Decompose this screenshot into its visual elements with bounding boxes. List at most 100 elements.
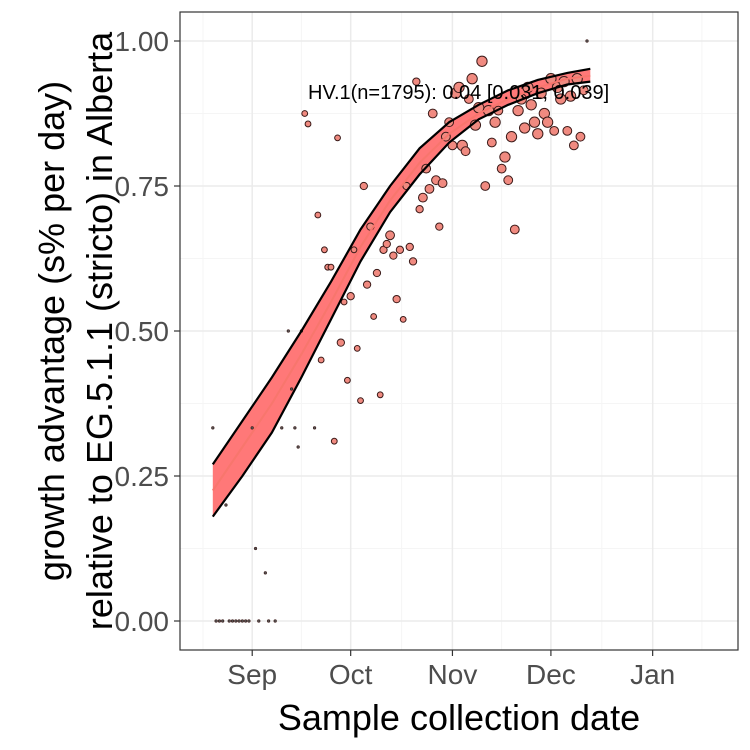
data-point bbox=[549, 125, 560, 136]
data-point bbox=[353, 345, 361, 352]
data-point bbox=[217, 619, 221, 623]
data-point bbox=[499, 151, 511, 163]
x-tick-label: Sep bbox=[227, 659, 277, 690]
data-point bbox=[257, 619, 261, 623]
data-point bbox=[399, 316, 407, 323]
x-axis-ticks: Sep Oct Nov Dec Jan bbox=[227, 650, 675, 690]
data-point bbox=[509, 224, 520, 235]
data-point bbox=[395, 245, 405, 254]
data-point bbox=[415, 205, 424, 214]
data-point bbox=[453, 81, 465, 94]
data-point bbox=[263, 571, 267, 575]
data-point bbox=[340, 298, 348, 306]
y-tick-label: 0.25 bbox=[115, 461, 170, 492]
data-point bbox=[314, 211, 322, 219]
data-point bbox=[224, 503, 228, 507]
data-point bbox=[301, 110, 309, 117]
data-point bbox=[525, 99, 537, 111]
data-point bbox=[486, 137, 497, 148]
data-point bbox=[575, 131, 586, 142]
data-point bbox=[321, 246, 328, 254]
data-point bbox=[293, 426, 297, 430]
data-point bbox=[476, 55, 488, 67]
data-point bbox=[280, 426, 284, 430]
data-point bbox=[427, 108, 438, 119]
data-point bbox=[562, 125, 573, 136]
data-point bbox=[362, 280, 372, 289]
data-point bbox=[417, 192, 428, 203]
y-tick-label: 0.75 bbox=[115, 171, 170, 202]
data-point bbox=[327, 263, 335, 271]
data-point bbox=[424, 184, 435, 194]
data-point bbox=[211, 426, 215, 430]
x-tick-label: Oct bbox=[329, 659, 373, 690]
data-point bbox=[296, 445, 300, 449]
data-point bbox=[317, 356, 325, 364]
data-point bbox=[460, 146, 471, 157]
data-point bbox=[330, 437, 338, 445]
data-point bbox=[541, 116, 554, 128]
data-point bbox=[237, 619, 241, 623]
x-tick-label: Jan bbox=[630, 659, 675, 690]
y-axis-title: growth advantage (s% per day) relative t… bbox=[31, 31, 120, 630]
x-axis-title: Sample collection date bbox=[278, 697, 640, 738]
ribbon-upper-border bbox=[211, 67, 591, 466]
data-point bbox=[466, 73, 478, 85]
data-point bbox=[253, 546, 258, 551]
data-point bbox=[564, 90, 577, 102]
data-point bbox=[221, 619, 225, 623]
data-point bbox=[234, 619, 238, 623]
data-point bbox=[214, 619, 218, 623]
data-point bbox=[304, 120, 312, 128]
data-point bbox=[528, 116, 541, 128]
data-point bbox=[585, 39, 589, 43]
data-point bbox=[240, 619, 244, 623]
data-point bbox=[273, 619, 277, 623]
data-point bbox=[286, 329, 290, 333]
data-point bbox=[480, 181, 491, 191]
data-point bbox=[376, 391, 384, 399]
y-tick-label: 0.00 bbox=[115, 606, 170, 637]
data-point bbox=[357, 397, 364, 405]
data-point bbox=[250, 426, 254, 430]
data-point bbox=[496, 163, 507, 174]
data-point bbox=[512, 104, 524, 117]
data-point bbox=[408, 257, 418, 266]
data-point bbox=[382, 239, 391, 249]
data-point bbox=[505, 131, 518, 143]
data-point bbox=[489, 116, 501, 128]
data-point bbox=[392, 294, 401, 304]
x-tick-label: Dec bbox=[526, 659, 576, 690]
y-tick-label: 0.50 bbox=[115, 316, 170, 347]
data-point bbox=[290, 387, 294, 391]
data-point bbox=[359, 181, 368, 191]
data-point bbox=[568, 140, 579, 151]
data-point bbox=[344, 376, 351, 384]
ribbon-lower-border bbox=[211, 80, 591, 518]
data-point bbox=[230, 619, 235, 623]
data-point bbox=[437, 178, 448, 189]
data-points bbox=[211, 39, 589, 623]
y-tick-label: 1.00 bbox=[115, 26, 170, 57]
data-point bbox=[312, 426, 317, 430]
data-point bbox=[336, 338, 345, 347]
data-point bbox=[578, 85, 589, 96]
y-axis-title-line1: growth advantage (s% per day) bbox=[31, 81, 72, 581]
data-point bbox=[244, 619, 248, 623]
data-point bbox=[385, 230, 395, 241]
y-axis-ticks: 0.00 0.25 0.50 0.75 1.00 bbox=[115, 26, 180, 637]
data-point bbox=[412, 77, 421, 86]
data-point bbox=[405, 242, 414, 252]
data-point bbox=[370, 313, 378, 320]
data-point bbox=[372, 268, 382, 278]
data-point bbox=[532, 128, 544, 140]
data-point bbox=[346, 292, 355, 301]
data-point bbox=[435, 222, 444, 231]
grid-lines bbox=[180, 12, 738, 650]
data-point bbox=[350, 246, 358, 254]
data-point bbox=[334, 134, 341, 142]
data-point bbox=[463, 94, 474, 104]
data-point bbox=[247, 619, 251, 623]
data-point bbox=[389, 251, 398, 260]
data-point bbox=[267, 619, 271, 623]
